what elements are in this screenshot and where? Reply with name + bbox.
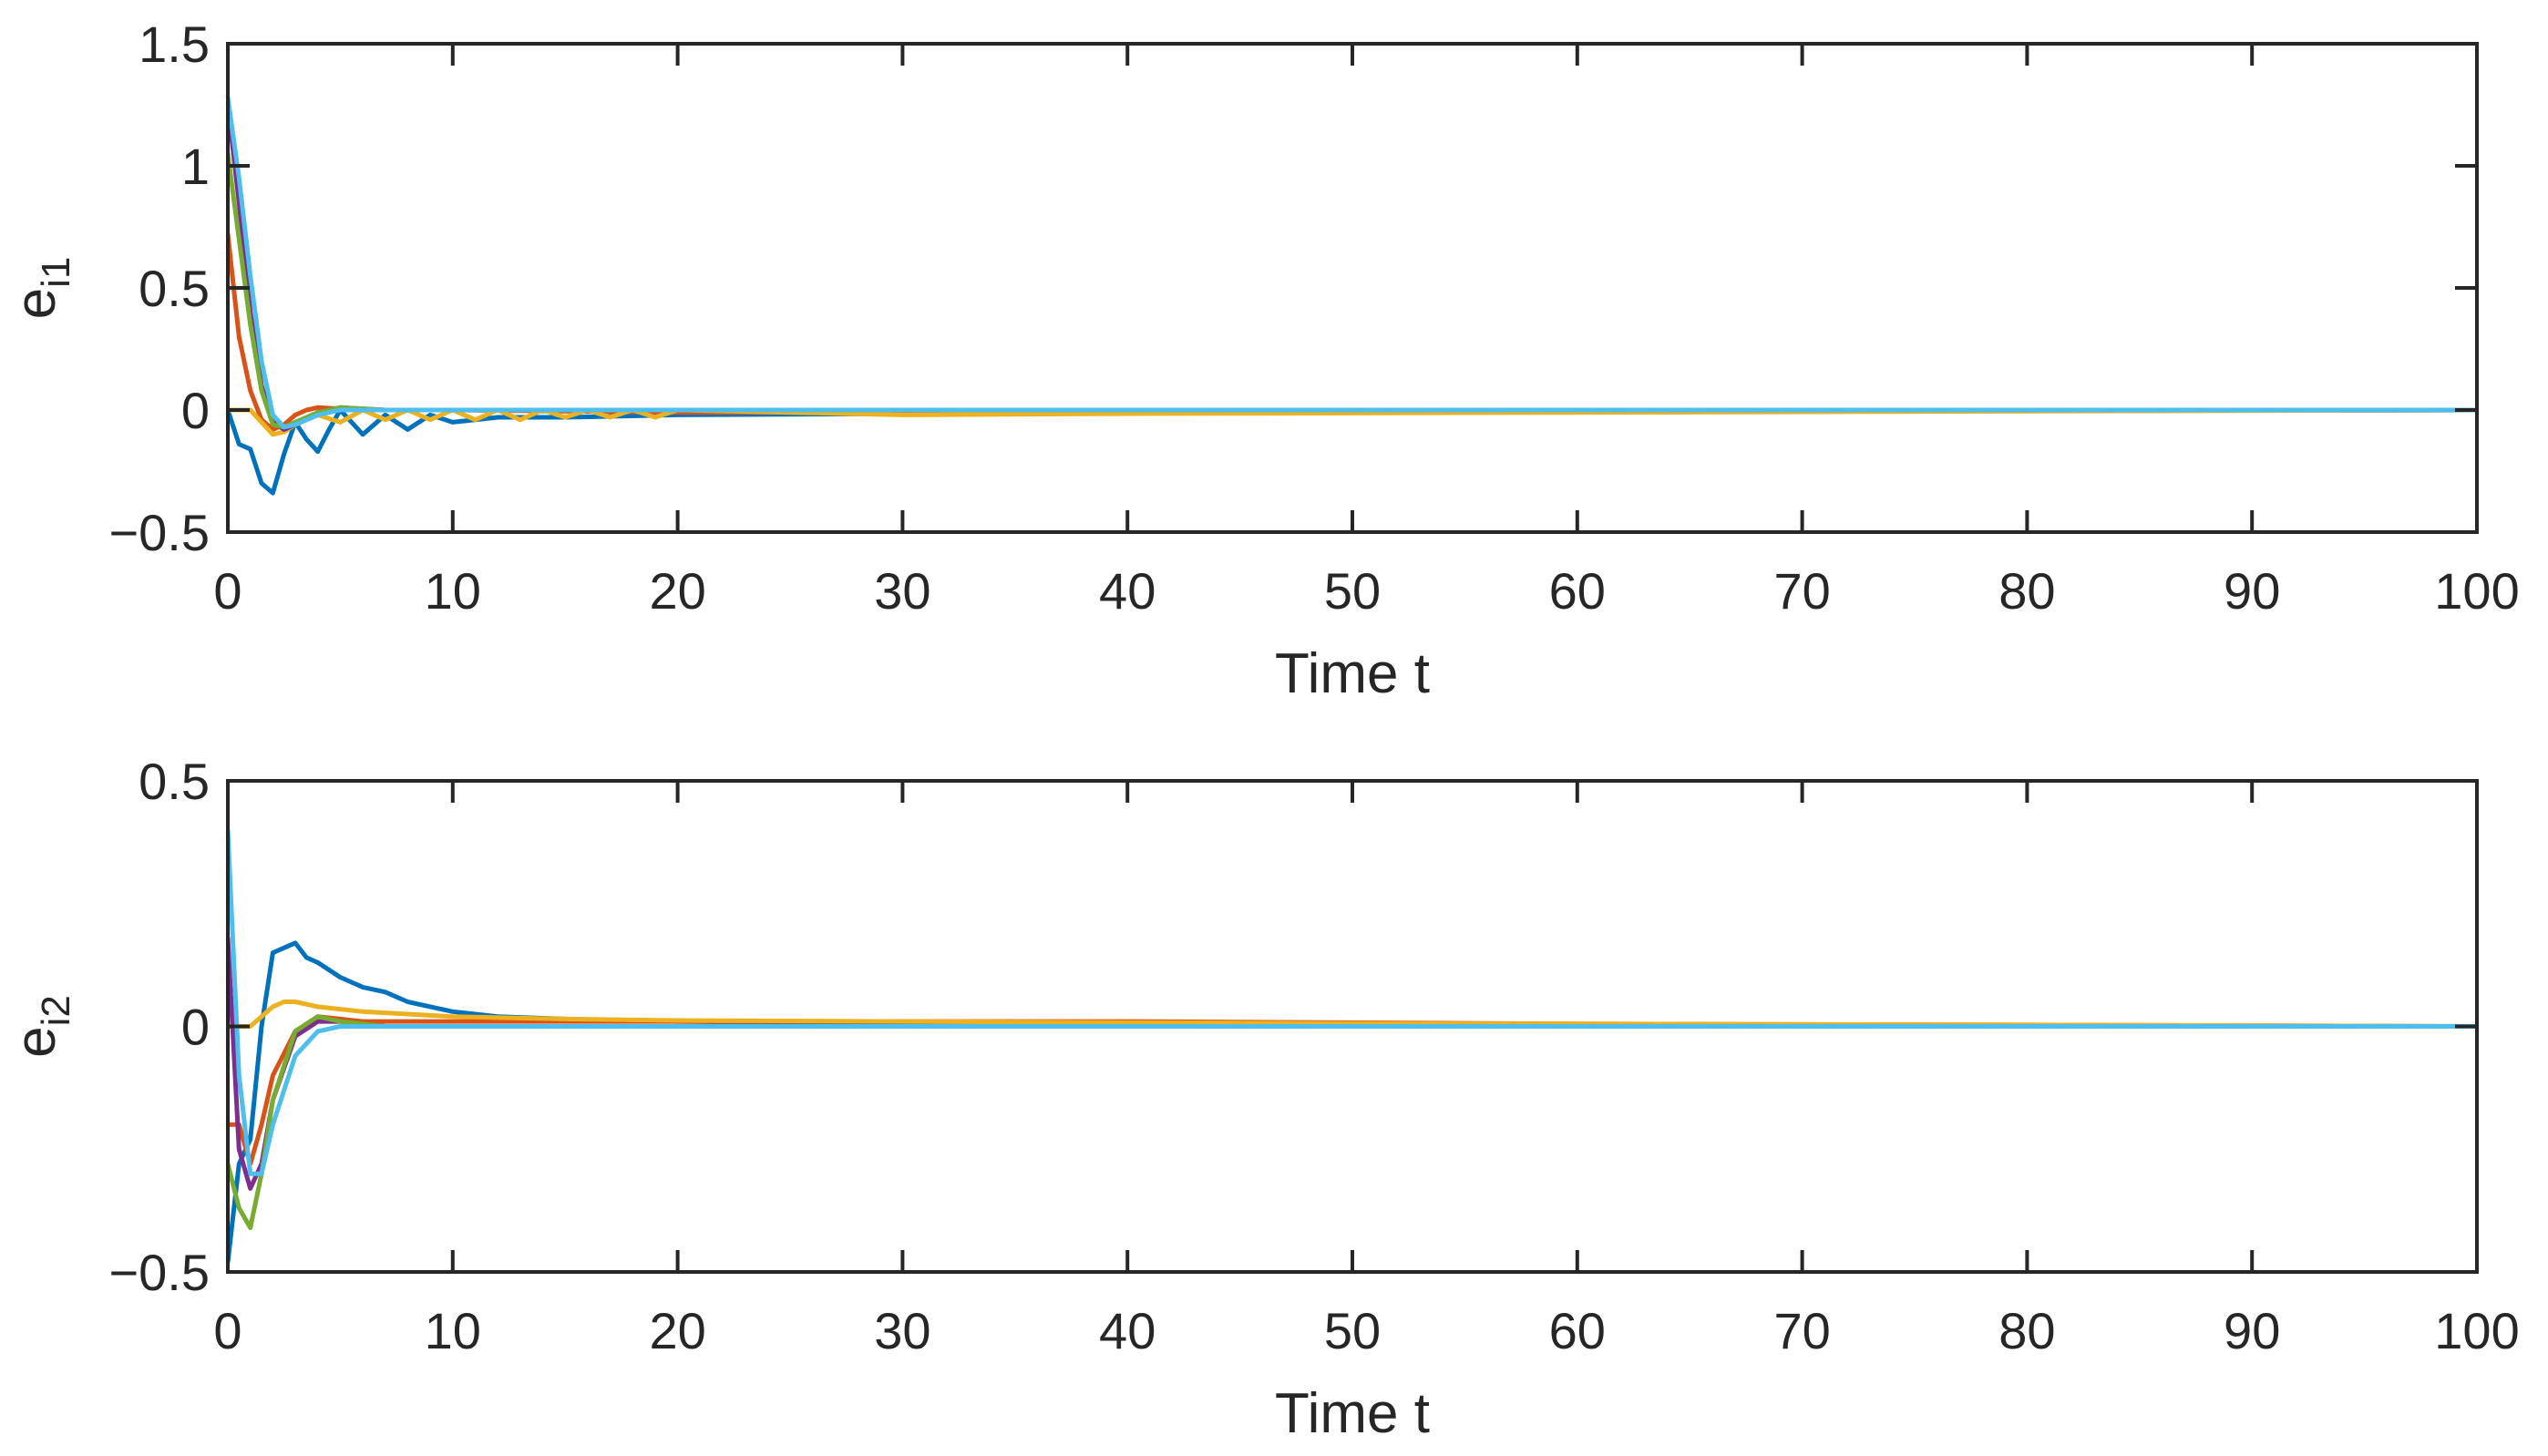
x-tick-label: 50 bbox=[1324, 562, 1381, 620]
x-tick-label: 50 bbox=[1324, 1302, 1381, 1359]
y-axis-label-base: e bbox=[5, 288, 67, 319]
series-line-6 bbox=[228, 95, 2477, 430]
y-axis-label: ei2 bbox=[5, 995, 78, 1058]
y-axis-label-subscript: i2 bbox=[34, 995, 78, 1026]
x-axis-label: Time t bbox=[1275, 1382, 1430, 1445]
y-tick-label: −0.5 bbox=[108, 1244, 210, 1301]
y-tick-label: 0 bbox=[181, 999, 210, 1056]
x-tick-label: 90 bbox=[2224, 562, 2280, 620]
series-line-6 bbox=[228, 827, 2477, 1176]
x-tick-label: 60 bbox=[1549, 1302, 1606, 1359]
y-tick-label: 0.5 bbox=[139, 753, 210, 810]
series-group bbox=[228, 95, 2477, 496]
x-tick-label: 0 bbox=[213, 1302, 241, 1359]
x-tick-label: 70 bbox=[1773, 1302, 1830, 1359]
x-axis-label: Time t bbox=[1275, 642, 1430, 705]
y-axis-label: ei1 bbox=[5, 257, 78, 320]
x-tick-label: 0 bbox=[213, 562, 241, 620]
x-tick-label: 10 bbox=[425, 562, 481, 620]
x-tick-label: 20 bbox=[649, 1302, 705, 1359]
series-line-3 bbox=[228, 1000, 2477, 1029]
x-tick-label: 60 bbox=[1549, 562, 1606, 620]
x-tick-label: 70 bbox=[1773, 562, 1830, 620]
x-tick-label: 80 bbox=[1998, 1302, 2055, 1359]
y-axis-label-base: e bbox=[5, 1026, 67, 1057]
x-tick-label: 40 bbox=[1099, 562, 1156, 620]
x-tick-label: 10 bbox=[425, 1302, 481, 1359]
y-tick-label: 1 bbox=[181, 138, 210, 195]
x-tick-label: 30 bbox=[874, 1302, 930, 1359]
x-tick-label: 30 bbox=[874, 562, 930, 620]
y-axis-label-subscript: i1 bbox=[34, 257, 78, 288]
x-tick-label: 80 bbox=[1998, 562, 2055, 620]
x-tick-label: 20 bbox=[649, 562, 705, 620]
y-tick-label: −0.5 bbox=[108, 504, 210, 561]
y-tick-label: 0 bbox=[181, 382, 210, 439]
x-tick-label: 40 bbox=[1099, 1302, 1156, 1359]
x-tick-label: 100 bbox=[2434, 1302, 2519, 1359]
x-tick-label: 100 bbox=[2434, 562, 2519, 620]
y-tick-label: 0.5 bbox=[139, 260, 210, 317]
y-tick-label: 1.5 bbox=[139, 15, 210, 73]
series-group bbox=[228, 827, 2477, 1265]
x-tick-label: 90 bbox=[2224, 1302, 2280, 1359]
